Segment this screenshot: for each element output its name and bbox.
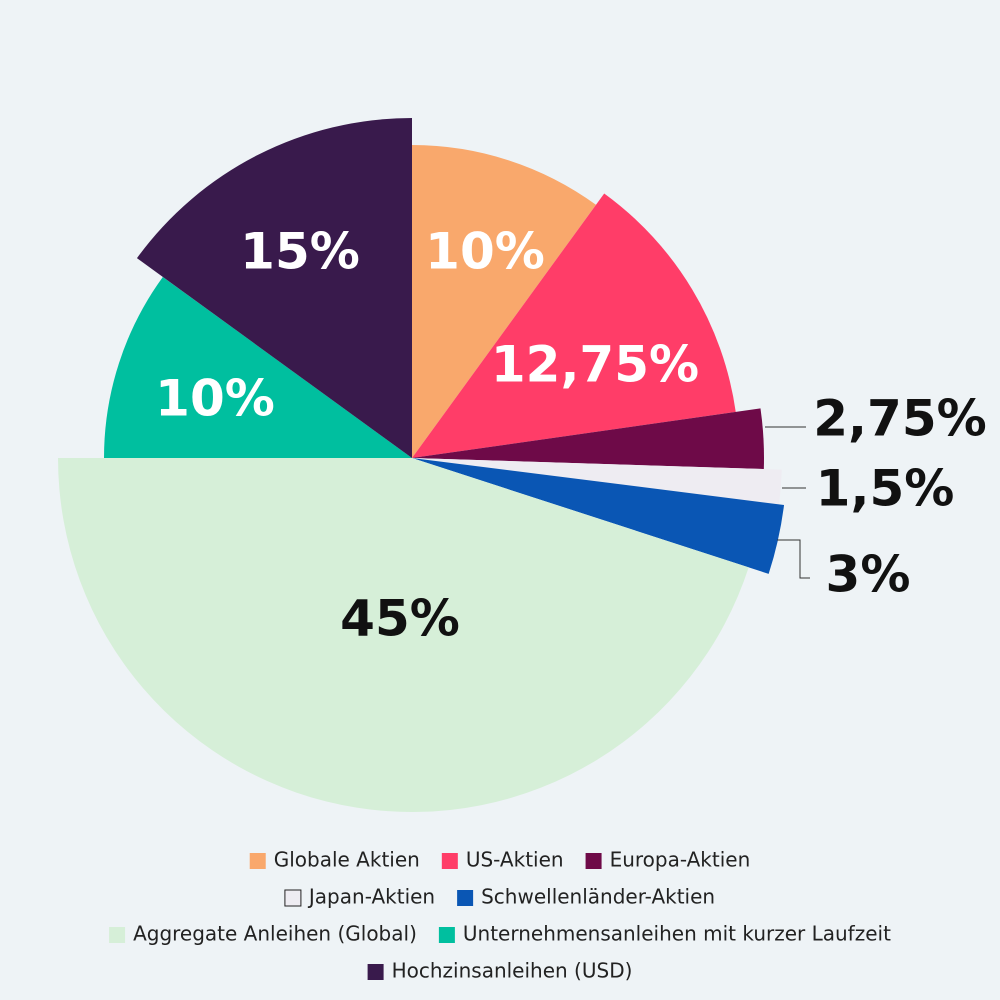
legend-label: US-Aktien [466, 848, 564, 872]
value-label: 45% [340, 590, 460, 648]
leader-line [777, 539, 810, 579]
pie-slice [412, 193, 736, 458]
pie-slice [136, 118, 413, 458]
value-label: 10% [155, 370, 275, 428]
pie-slice [104, 276, 412, 458]
pie-slice [412, 408, 764, 470]
legend-label: Unternehmensanleihen mit kurzer Laufzeit [463, 922, 891, 946]
value-label: 3% [826, 546, 911, 604]
value-label: 12,75% [491, 336, 699, 394]
value-label: 1,5% [816, 460, 955, 518]
pie-slice [412, 458, 782, 505]
value-label: 2,75% [813, 390, 986, 448]
legend-swatch [438, 927, 455, 943]
legend-swatch [284, 889, 302, 907]
value-label: 15% [240, 223, 360, 281]
legend-label: Europa-Aktien [610, 848, 751, 872]
legend-swatch [249, 853, 266, 869]
legend-label: Hochzinsanleihen (USD) [392, 959, 633, 983]
legend-swatch [109, 927, 126, 943]
legend-swatch [457, 890, 474, 906]
legend-label: Schwellenländer-Aktien [481, 885, 715, 909]
legend-label: Globale Aktien [274, 848, 420, 872]
pie-slice [58, 458, 749, 813]
pie-slice [412, 458, 785, 574]
pie-slice [412, 145, 596, 458]
legend-swatch [441, 853, 458, 869]
value-label: 10% [425, 223, 545, 281]
legend-swatch [367, 964, 384, 980]
legend-label: Japan-Aktien [307, 885, 435, 909]
legend-swatch [585, 853, 602, 869]
legend-label: Aggregate Anleihen (Global) [133, 922, 417, 946]
